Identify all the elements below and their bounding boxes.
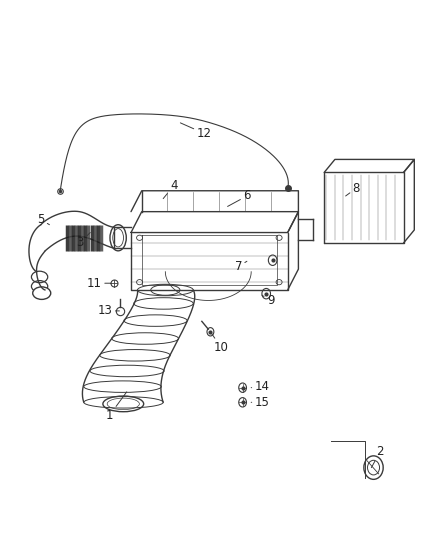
Text: 13: 13 <box>98 304 120 317</box>
Ellipse shape <box>110 225 126 251</box>
Text: 3: 3 <box>76 232 90 249</box>
Text: 7: 7 <box>235 260 247 273</box>
Text: 5: 5 <box>37 213 49 226</box>
Text: 6: 6 <box>228 190 251 206</box>
Text: 8: 8 <box>346 182 360 196</box>
Ellipse shape <box>33 287 51 300</box>
Text: 11: 11 <box>87 277 111 290</box>
Text: 9: 9 <box>262 294 274 307</box>
Text: 12: 12 <box>180 123 212 140</box>
Text: 15: 15 <box>251 396 269 409</box>
Text: 10: 10 <box>210 332 229 354</box>
Text: 1: 1 <box>106 392 127 422</box>
Text: 2: 2 <box>371 446 384 467</box>
Text: 4: 4 <box>163 179 178 199</box>
Text: 14: 14 <box>251 380 269 393</box>
